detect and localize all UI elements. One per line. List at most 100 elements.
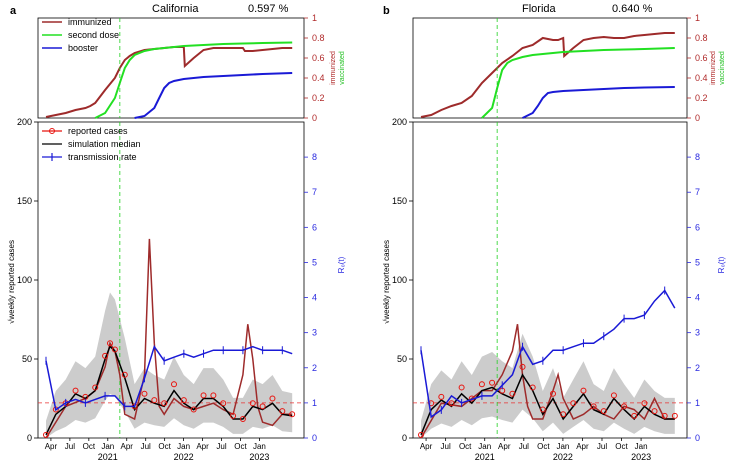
- reported-case-point: [190, 406, 197, 413]
- top-right-tick-label: 0: [312, 113, 317, 123]
- top-right-tick-label: 0.2: [312, 93, 325, 103]
- series-second-dose: [94, 41, 293, 119]
- x-tick-label-year: 2021: [475, 452, 495, 461]
- bottom-left-tick-label: 0: [27, 433, 32, 443]
- bottom-right-tick-label: 0: [312, 433, 317, 443]
- x-tick-label-year: 2023: [249, 452, 269, 461]
- reported-case-point: [438, 393, 445, 400]
- reported-case-point: [279, 408, 286, 415]
- series-alternative-scenario: [420, 324, 675, 439]
- x-tick-label-year: 2023: [631, 452, 651, 461]
- reported-case-point: [121, 371, 128, 378]
- x-tick-label-month: Jul: [441, 442, 451, 451]
- x-tick-label-month: Jan: [635, 442, 648, 451]
- bottom-right-tick-label: 8: [312, 152, 317, 162]
- legend-label-reported: reported cases: [68, 126, 128, 136]
- bottom-right-tick-label: 1: [312, 398, 317, 408]
- series-booster: [134, 72, 293, 119]
- reported-case-point: [107, 340, 113, 347]
- x-axis: Apr Jul Oct Jan Apr Jul Oct Jan Apr Jul Oct Jan2021…: [45, 438, 269, 461]
- x-tick-label-month: Jan: [101, 442, 114, 451]
- bottom-right-tick-label: 2: [695, 363, 700, 373]
- reported-case-point: [161, 400, 168, 407]
- reported-case-point: [239, 416, 246, 423]
- bottom-right-tick-label: 7: [312, 187, 317, 197]
- x-tick-label-month: Jul: [597, 442, 607, 451]
- top-right-tick-label: 0.6: [695, 53, 708, 63]
- reported-case-point: [171, 381, 177, 388]
- top-plot-data: [420, 18, 675, 119]
- x-tick-label-month: Jan: [177, 442, 190, 451]
- top-right-tick-label: 0: [695, 113, 700, 123]
- top-right-axis: 0 0.2 0.4 0.6 0.8 1: [687, 13, 708, 123]
- x-tick-label-month: Apr: [196, 442, 209, 451]
- reported-case-point: [478, 381, 485, 388]
- reported-case-point: [418, 431, 424, 438]
- reported-case-point: [570, 400, 577, 407]
- legend-label-second-dose: second dose: [68, 30, 119, 40]
- series-second-dose: [481, 47, 675, 119]
- reported-case-point: [509, 390, 516, 397]
- reported-case-point: [651, 408, 658, 415]
- x-tick-label-month: Apr: [420, 442, 433, 451]
- top-right-axis: 0 0.2 0.4 0.6 0.8 1: [304, 13, 325, 123]
- legend-label-transmission: transmission rate: [68, 152, 137, 162]
- top-right-tick-label: 0.8: [312, 33, 325, 43]
- bottom-left-tick-label: 50: [397, 354, 407, 364]
- bottom-left-tick-label: 200: [392, 117, 407, 127]
- legend-marker-reported: [49, 128, 55, 134]
- panel-label: b: [383, 5, 390, 17]
- bottom-right-tick-label: 7: [695, 187, 700, 197]
- reported-case-point: [550, 390, 556, 397]
- x-tick-label-month: Oct: [83, 442, 96, 451]
- state-title: Florida: [522, 3, 557, 15]
- x-tick-label-year: 2021: [98, 452, 118, 461]
- reported-case-point: [141, 390, 148, 397]
- reported-case-point: [43, 431, 49, 438]
- x-tick-label-month: Apr: [45, 442, 58, 451]
- legend-label-simulation: simulation median: [68, 139, 141, 149]
- x-tick-label-month: Jan: [556, 442, 569, 451]
- simulation-uncertainty-band: [421, 333, 675, 438]
- bottom-right-axis: 0 1 2 3 4 5 6 7 8: [687, 152, 700, 443]
- bottom-left-axis: 0 50 100 150 200: [392, 117, 413, 443]
- x-axis: Apr Jul Oct Jan Apr Jul Oct Jan Apr Jul Oct Jan2021…: [420, 438, 651, 461]
- right-axis-label-immunized: immunized: [330, 51, 337, 85]
- x-tick-label-month: Jan: [478, 442, 491, 451]
- reported-case-point: [519, 363, 526, 370]
- reported-case-point: [269, 395, 276, 402]
- series-transmission-rate: [45, 345, 293, 412]
- bottom-right-tick-label: 2: [312, 363, 317, 373]
- reported-case-point: [210, 392, 217, 399]
- top-plot-frame: [412, 17, 688, 119]
- reported-case-point: [458, 384, 465, 391]
- right-axis-label-r0: R₀(t): [337, 256, 346, 273]
- top-right-tick-label: 0.4: [695, 73, 708, 83]
- right-axis-label-vaccinated: vaccinated: [719, 51, 726, 85]
- reported-case-point: [539, 406, 546, 413]
- top-right-tick-label: 1: [312, 13, 317, 23]
- reported-case-point: [641, 400, 648, 407]
- bottom-plot-data: [38, 122, 304, 439]
- bottom-legend: reported cases simulation median transmi…: [42, 126, 141, 162]
- reported-case-point: [92, 384, 99, 391]
- series-transmission-rate: [420, 289, 676, 419]
- x-tick-label-month: Jul: [141, 442, 151, 451]
- x-tick-label-month: Oct: [158, 442, 171, 451]
- left-axis-label: √weekly reported cases: [382, 240, 391, 324]
- fraction-label: 0.597 %: [248, 3, 289, 15]
- x-tick-label-month: Oct: [615, 442, 628, 451]
- bottom-right-tick-label: 4: [312, 293, 317, 303]
- reported-case-point: [230, 412, 237, 419]
- bottom-right-tick-label: 5: [312, 257, 317, 267]
- simulation-uncertainty-band: [46, 292, 293, 438]
- reported-case-point: [180, 397, 187, 404]
- reported-case-point: [448, 400, 455, 407]
- series-simulation-median: [45, 345, 293, 436]
- bottom-left-tick-label: 150: [17, 196, 32, 206]
- bottom-left-tick-label: 200: [17, 117, 32, 127]
- reported-case-point: [289, 411, 296, 418]
- right-axis-label-immunized: immunized: [710, 51, 717, 85]
- reported-case-point: [560, 411, 567, 418]
